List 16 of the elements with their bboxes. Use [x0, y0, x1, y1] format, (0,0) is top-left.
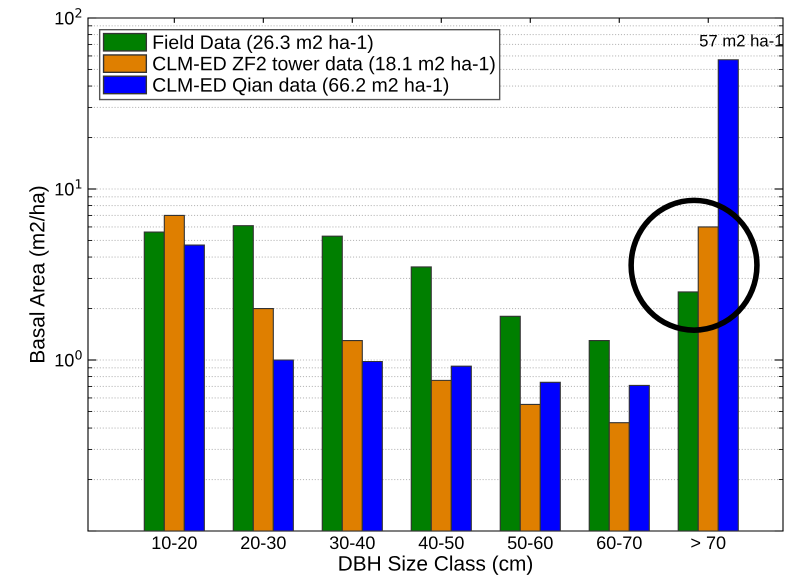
- x-tick-label: 30-40: [330, 536, 375, 550]
- x-axis-title: DBH Size Class (cm): [339, 555, 532, 575]
- y-axis-title: Basal Area (m2/ha): [29, 186, 49, 362]
- x-tick-label: 60-70: [597, 536, 642, 550]
- x-tick-label: 10-20: [152, 536, 197, 550]
- x-tick-label: 50-60: [508, 536, 553, 550]
- x-tick-label: > 70: [691, 536, 726, 550]
- legend-label: Field Data (26.3 m2 ha-1): [154, 34, 373, 53]
- legend-label: CLM-ED ZF2 tower data (18.1 m2 ha-1): [153, 56, 495, 74]
- legend-label: CLM-ED Qian data (66.2 m2 ha-1): [153, 78, 448, 96]
- x-tick-label: 20-30: [241, 536, 286, 550]
- y-tick-label: 10$^{2}$: [56, 8, 82, 25]
- y-tick-label: 10$^{0}$: [56, 350, 82, 367]
- y-tick-label: 10$^{1}$: [56, 179, 82, 196]
- x-tick-label: 40-50: [418, 536, 464, 550]
- annotation: 57 m2 ha-1: [700, 34, 783, 47]
